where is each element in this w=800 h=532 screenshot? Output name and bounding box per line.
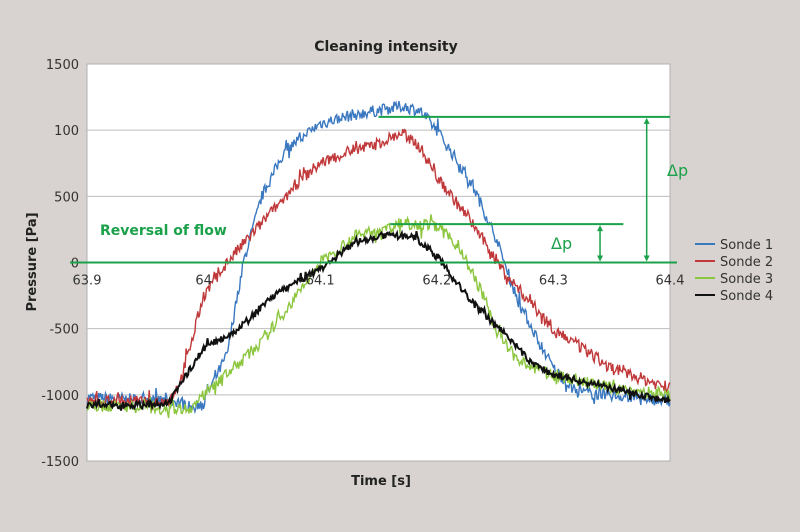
x-tick-label: 64.2: [422, 274, 451, 289]
x-axis-label: Time [s]: [351, 474, 411, 489]
y-tick-label: 1500: [46, 58, 79, 73]
y-tick-label: 500: [54, 190, 79, 205]
y-tick-label: 0: [71, 257, 79, 272]
reversal-of-flow-label: Reversal of flow: [100, 223, 227, 239]
y-tick-label: -500: [49, 323, 79, 338]
x-tick-label: 64.4: [656, 274, 685, 289]
x-tick-label: 64: [195, 274, 212, 289]
y-tick-label: -1000: [41, 389, 79, 404]
legend-label: Sonde 3: [720, 272, 773, 287]
y-tick-label: 100: [54, 124, 79, 139]
series-line-sonde-4: [86, 229, 671, 411]
delta-p-label-small: Δp: [551, 234, 572, 253]
legend-label: Sonde 2: [720, 255, 773, 270]
series-line-sonde-1: [86, 100, 671, 415]
chart-title: Cleaning intensity: [314, 39, 458, 55]
series-line-sonde-2: [86, 128, 671, 412]
legend-label: Sonde 1: [720, 238, 773, 253]
x-tick-label: 64.3: [539, 274, 568, 289]
y-axis-label: Pressure [Pa]: [25, 212, 40, 311]
legend-label: Sonde 4: [720, 289, 773, 304]
x-tick-label: 64.1: [306, 274, 335, 289]
y-tick-label: -1500: [41, 455, 79, 470]
delta-p-label-large: Δp: [667, 161, 688, 180]
x-tick-label: 63.9: [73, 274, 102, 289]
